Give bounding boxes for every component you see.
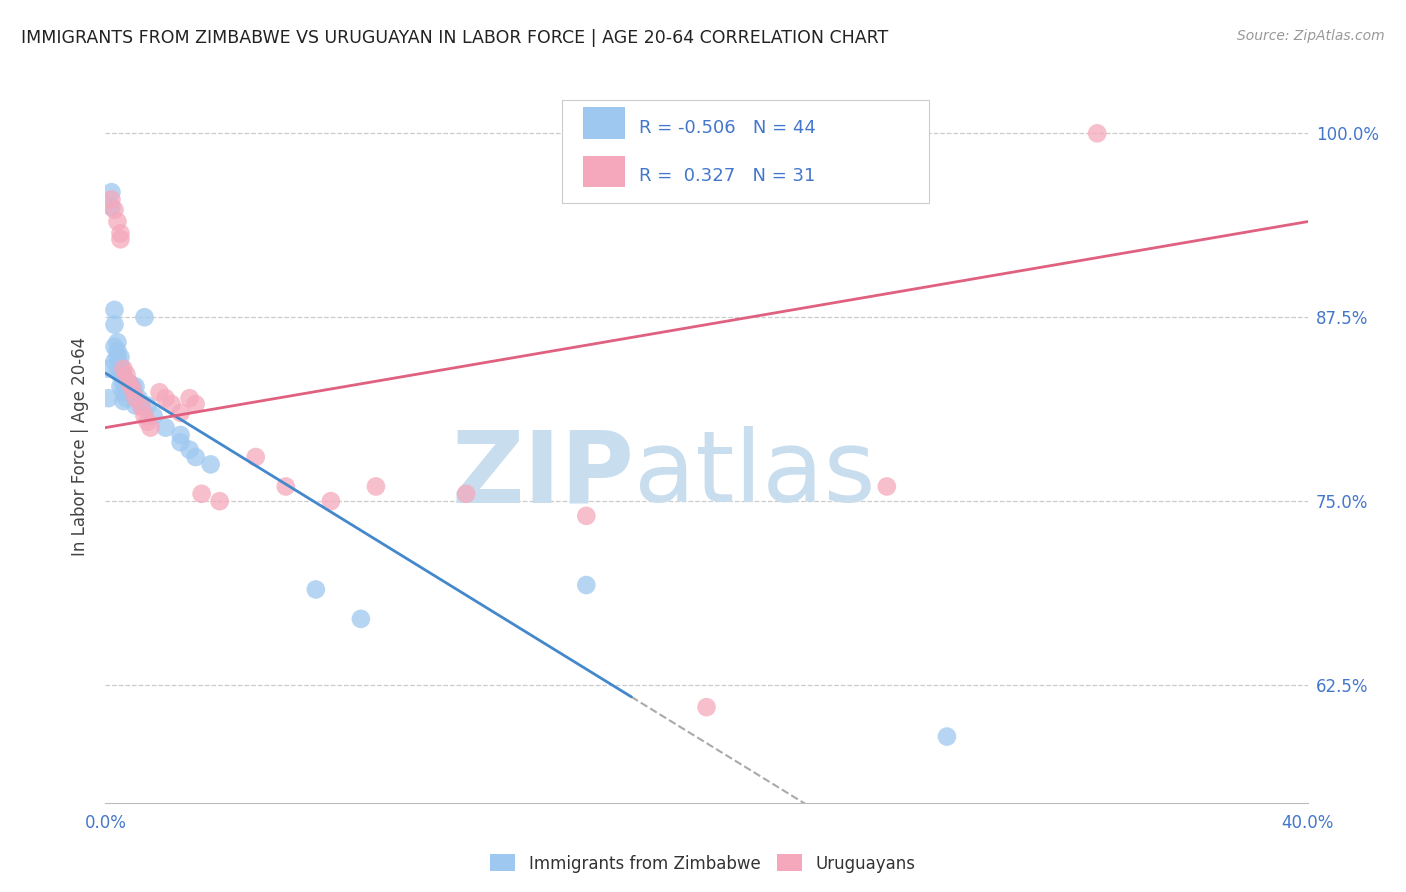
- Point: [112, 394, 135, 409]
- Point: [110, 232, 132, 246]
- Point: [124, 399, 146, 413]
- Point: [110, 359, 132, 373]
- Point: [118, 376, 141, 391]
- Point: [100, 193, 122, 207]
- Point: [107, 350, 129, 364]
- Point: [169, 435, 191, 450]
- Text: IMMIGRANTS FROM ZIMBABWE VS URUGUAYAN IN LABOR FORCE | AGE 20-64 CORRELATION CHA: IMMIGRANTS FROM ZIMBABWE VS URUGUAYAN IN…: [21, 29, 889, 46]
- Point: [107, 344, 129, 359]
- Point: [112, 361, 135, 376]
- Point: [124, 379, 146, 393]
- Point: [103, 302, 125, 317]
- Point: [121, 382, 143, 396]
- Point: [110, 379, 132, 393]
- Point: [110, 350, 132, 364]
- Bar: [582, 155, 624, 187]
- Point: [155, 391, 177, 405]
- Point: [134, 409, 156, 423]
- Point: [160, 397, 183, 411]
- Point: [184, 450, 207, 464]
- Point: [115, 368, 138, 382]
- Point: [179, 442, 201, 457]
- Point: [179, 391, 201, 405]
- Text: Source: ZipAtlas.com: Source: ZipAtlas.com: [1237, 29, 1385, 43]
- Point: [575, 508, 598, 523]
- Point: [876, 479, 898, 493]
- Point: [107, 335, 129, 350]
- Point: [184, 397, 207, 411]
- Point: [110, 368, 132, 382]
- Point: [115, 384, 138, 398]
- Point: [131, 399, 153, 413]
- Point: [124, 391, 146, 405]
- Point: [155, 420, 177, 434]
- Y-axis label: In Labor Force | Age 20-64: In Labor Force | Age 20-64: [70, 336, 89, 556]
- Point: [169, 406, 191, 420]
- Point: [128, 391, 150, 405]
- Point: [115, 391, 138, 405]
- FancyBboxPatch shape: [562, 100, 929, 203]
- Point: [319, 494, 342, 508]
- Point: [169, 428, 191, 442]
- Bar: [582, 107, 624, 139]
- Point: [103, 318, 125, 332]
- Point: [112, 368, 135, 382]
- Point: [208, 494, 231, 508]
- Point: [107, 365, 129, 379]
- Point: [190, 487, 212, 501]
- Point: [936, 730, 959, 744]
- Point: [136, 399, 159, 413]
- Point: [100, 185, 122, 199]
- Point: [696, 700, 718, 714]
- Point: [142, 409, 165, 423]
- Point: [97, 361, 120, 376]
- Point: [103, 202, 125, 217]
- Point: [115, 376, 138, 391]
- Point: [148, 385, 170, 400]
- Point: [454, 487, 477, 501]
- Point: [1085, 126, 1108, 140]
- Point: [107, 214, 129, 228]
- Point: [110, 227, 132, 241]
- Point: [136, 415, 159, 429]
- Point: [100, 200, 122, 214]
- Point: [97, 391, 120, 405]
- Point: [200, 458, 222, 472]
- Point: [350, 612, 373, 626]
- Point: [103, 340, 125, 354]
- Point: [245, 450, 267, 464]
- Point: [364, 479, 387, 493]
- Text: R =  0.327   N = 31: R = 0.327 N = 31: [640, 167, 815, 185]
- Point: [274, 479, 297, 493]
- Text: R = -0.506   N = 44: R = -0.506 N = 44: [640, 119, 815, 136]
- Text: ZIP: ZIP: [451, 426, 634, 523]
- Point: [103, 354, 125, 368]
- Text: atlas: atlas: [634, 426, 876, 523]
- Point: [134, 310, 156, 325]
- Point: [118, 376, 141, 391]
- Point: [305, 582, 328, 597]
- Point: [121, 379, 143, 393]
- Point: [139, 420, 162, 434]
- Point: [112, 385, 135, 400]
- Point: [575, 578, 598, 592]
- Point: [121, 388, 143, 402]
- Point: [118, 384, 141, 398]
- Point: [112, 376, 135, 391]
- Point: [131, 400, 153, 414]
- Legend: Immigrants from Zimbabwe, Uruguayans: Immigrants from Zimbabwe, Uruguayans: [484, 847, 922, 880]
